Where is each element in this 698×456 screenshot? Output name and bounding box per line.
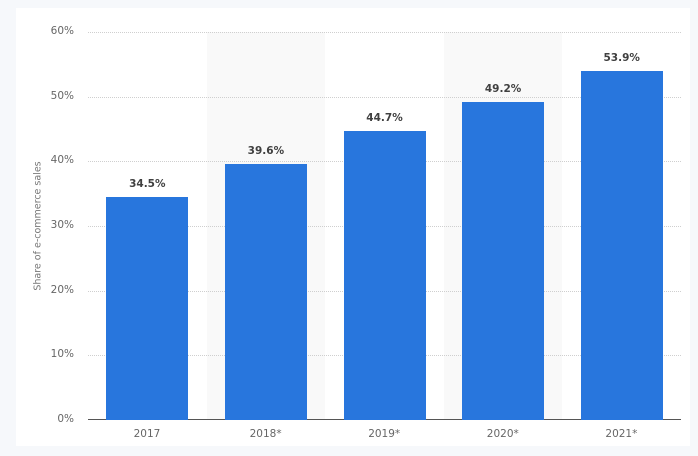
y-axis-label: Share of e-commerce sales [32, 161, 44, 291]
bar[interactable] [462, 101, 545, 420]
bar-value-label: 53.9% [603, 52, 640, 65]
y-tick-label: 30% [50, 219, 74, 231]
bar[interactable] [580, 71, 663, 420]
x-tick-label: 2018* [249, 428, 282, 440]
x-tick-label: 2019* [368, 428, 401, 440]
y-tick-label: 0% [57, 413, 74, 425]
y-tick-label: 40% [50, 154, 74, 167]
bar[interactable] [106, 196, 189, 420]
bar[interactable] [224, 163, 307, 420]
x-tick-label: 2017 [133, 428, 161, 440]
bar-value-label: 49.2% [484, 82, 522, 95]
x-tick-label: 2020* [486, 428, 519, 440]
gridline [88, 32, 681, 33]
y-tick-label: 10% [50, 348, 74, 361]
bar-value-label: 39.6% [247, 144, 285, 157]
y-tick-label: 60% [50, 25, 74, 37]
bar[interactable] [343, 130, 426, 420]
gridline [88, 96, 681, 98]
y-tick-label: 50% [50, 89, 74, 102]
bar-value-label: 34.5% [129, 177, 166, 190]
y-tick-label: 20% [50, 283, 74, 296]
x-tick-label: 2021* [605, 428, 638, 440]
bar-value-label: 44.7% [366, 111, 403, 124]
